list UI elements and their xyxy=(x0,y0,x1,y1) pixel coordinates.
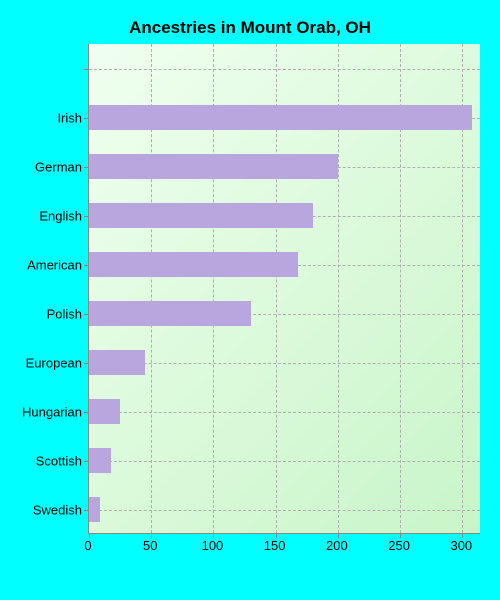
gridline-horizontal xyxy=(89,461,480,462)
y-axis-label: Irish xyxy=(12,110,82,125)
gridline-horizontal xyxy=(89,69,480,70)
bar xyxy=(89,497,100,522)
x-axis-label: 100 xyxy=(202,538,224,553)
gridline-horizontal xyxy=(89,363,480,364)
bar xyxy=(89,252,298,277)
bar xyxy=(89,154,338,179)
x-axis-label: 300 xyxy=(450,538,472,553)
y-tick xyxy=(84,69,89,70)
x-axis-label: 0 xyxy=(84,538,91,553)
bar xyxy=(89,301,251,326)
y-axis-label: American xyxy=(12,257,82,272)
plot-area xyxy=(88,44,480,534)
plot-outer: 0 50 100 150 200 250 300 Irish German English Amer… xyxy=(10,44,490,554)
bar xyxy=(89,105,472,130)
x-axis-label: 50 xyxy=(143,538,157,553)
gridline-horizontal xyxy=(89,412,480,413)
y-axis-label: Swedish xyxy=(12,502,82,517)
gridline-horizontal xyxy=(89,510,480,511)
chart-title: Ancestries in Mount Orab, OH xyxy=(10,10,490,42)
bar xyxy=(89,350,145,375)
x-axis-label: 150 xyxy=(264,538,286,553)
bar xyxy=(89,399,120,424)
y-axis-label: German xyxy=(12,159,82,174)
x-axis-label: 250 xyxy=(388,538,410,553)
x-axis-label: 200 xyxy=(326,538,348,553)
y-axis-label: European xyxy=(12,355,82,370)
y-axis-label: English xyxy=(12,208,82,223)
y-axis-label: Scottish xyxy=(12,453,82,468)
bar xyxy=(89,448,111,473)
y-axis-label: Polish xyxy=(12,306,82,321)
y-axis-label: Hungarian xyxy=(12,404,82,419)
ancestries-chart: Ancestries in Mount Orab, OH City-Data.c… xyxy=(10,10,490,590)
bar xyxy=(89,203,313,228)
